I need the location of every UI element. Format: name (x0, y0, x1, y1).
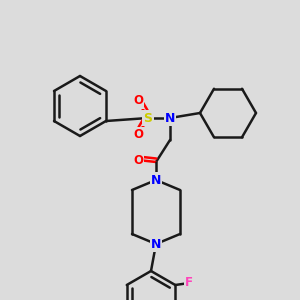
Text: O: O (133, 128, 143, 142)
Text: O: O (133, 154, 143, 166)
Text: N: N (151, 173, 161, 187)
Text: S: S (143, 112, 152, 124)
Text: F: F (185, 277, 193, 290)
Text: O: O (133, 94, 143, 107)
Text: N: N (165, 112, 175, 124)
Text: N: N (151, 238, 161, 250)
